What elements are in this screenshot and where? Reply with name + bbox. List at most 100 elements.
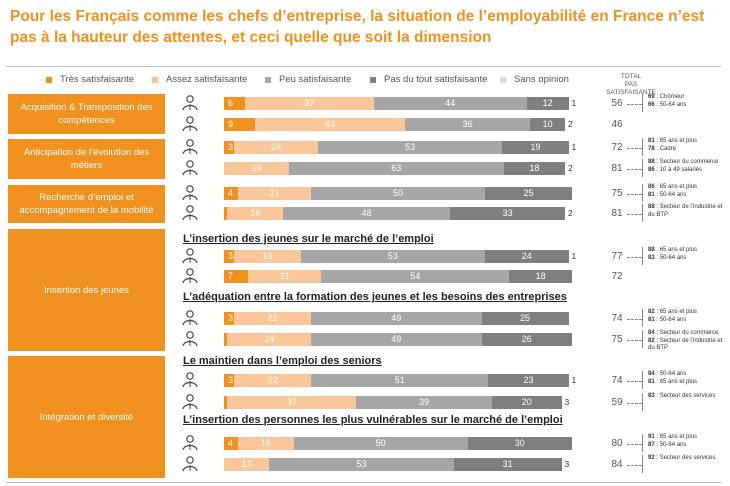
category-box: Intégration et diversité <box>8 356 165 478</box>
stacked-bar: 6 37 44 12 <box>224 97 572 110</box>
stacked-bar: 19 63 18 <box>224 162 572 175</box>
bar-value-label: 3 <box>228 251 234 261</box>
significance-note: 88 : Secteur de l’industrie et du BTP <box>648 204 723 218</box>
bar-value-label: 49 <box>391 313 402 323</box>
bar-value-label: 43 <box>325 119 336 129</box>
sans-opinion-label: 2 <box>568 208 573 218</box>
bar-segment: 4 <box>224 187 238 200</box>
note-connector <box>627 104 642 105</box>
page-title: Pour les Français comme les chefs d’entr… <box>10 8 705 46</box>
bar-value-label: 19 <box>530 142 541 152</box>
legend-label: Sans opinion <box>514 74 569 85</box>
significance-note: 84 : 50-64 ans 81 : 65 ans et plus <box>648 371 698 385</box>
total-value: 84 <box>611 459 623 470</box>
significance-note: 88 : Secteur du commerce 86 : 10 à 49 sal… <box>648 159 719 173</box>
total-value: 74 <box>611 375 623 386</box>
bar-segment: 53 <box>300 250 485 263</box>
bar-segment: 20 <box>491 396 562 409</box>
bar-segment: 54 <box>321 270 510 283</box>
legend-label: Assez satisfaisante <box>166 74 248 85</box>
subtitle: L’adéquation entre la formation des jeun… <box>183 291 567 303</box>
note-bracket <box>642 393 643 411</box>
stacked-bar: 4 16 50 30 <box>224 437 572 450</box>
stacked-bar: 13 53 31 <box>224 458 572 471</box>
note-bracket <box>642 455 643 473</box>
bar-value-label: 4 <box>228 438 234 448</box>
note-bracket <box>642 371 643 389</box>
bar-segment: 3 <box>224 312 235 325</box>
total-header-line: PAS SATISFAISANTE <box>606 81 656 96</box>
category-box: Anticipation de l’évolution des métiers <box>8 139 165 179</box>
bar-segment: 3 <box>224 374 235 387</box>
bar-segment: 16 <box>227 207 284 220</box>
bar-segment: 19 <box>224 162 289 175</box>
bar-segment: 37 <box>244 97 374 110</box>
person-icon <box>182 205 198 221</box>
note-bracket <box>642 330 643 348</box>
bar-segment: 23 <box>488 374 569 387</box>
bottom-divider <box>6 482 721 483</box>
bar-segment: 19 <box>234 250 301 263</box>
person-icon <box>182 116 198 132</box>
bar-segment: 21 <box>248 270 322 283</box>
significance-note: 88 : 65 ans et plus 83 : 50-64 ans <box>648 247 698 261</box>
bar-value-label: 39 <box>419 397 430 407</box>
sans-opinion-label: 1 <box>571 142 577 152</box>
subtitle: Le maintien dans l’emploi des seniors <box>183 355 382 367</box>
bar-value-label: 22 <box>267 313 278 323</box>
person-icon <box>182 372 198 388</box>
significance-note: 83 : Secteur des services <box>648 393 716 399</box>
bar-value-label: 12 <box>542 98 553 108</box>
total-value: 46 <box>611 119 623 130</box>
legend-label: Très satisfaisante <box>60 74 135 85</box>
category-label: Acquisition & Transposition des compéten… <box>20 102 153 126</box>
bar-segment: 43 <box>255 118 405 131</box>
bar-segment: 30 <box>467 437 572 450</box>
subtitle: L’insertion des personnes les plus vulné… <box>183 414 563 426</box>
total-value: 77 <box>611 251 623 262</box>
significance-note: 91 : 65 ans et plus 87 : 50-64 ans <box>648 434 698 448</box>
bar-segment: 3 <box>224 250 235 263</box>
total-header-line: TOTAL <box>620 73 642 80</box>
bar-value-label: 16 <box>250 208 261 218</box>
note-connector <box>627 319 642 320</box>
note-bracket <box>642 184 643 202</box>
bar-segment: 53 <box>269 458 454 471</box>
bar-value-label: 30 <box>514 438 525 448</box>
bar-segment: 63 <box>288 162 504 175</box>
bar-value-label: 25 <box>520 313 531 323</box>
note-bracket <box>642 159 643 177</box>
bar-value-label: 24 <box>271 142 282 152</box>
person-icon <box>182 331 198 347</box>
bar-segment: 50 <box>311 187 485 200</box>
bar-value-label: 53 <box>356 459 367 469</box>
person-icon <box>182 456 198 472</box>
category-label: Recherche d’emploi et accompagnement de … <box>19 192 154 216</box>
bar-value-label: 33 <box>502 208 513 218</box>
bar-segment: 22 <box>234 374 311 387</box>
note-connector <box>627 444 642 445</box>
bar-value-label: 20 <box>521 397 532 407</box>
bar-segment: 9 <box>224 118 256 131</box>
legend-item: Assez satisfaisante <box>152 74 247 85</box>
person-icon <box>182 310 198 326</box>
sans-opinion-label: 1 <box>571 98 577 108</box>
bar-value-label: 18 <box>535 271 546 281</box>
sans-opinion-label: 2 <box>568 119 573 129</box>
bar-value-label: 37 <box>304 98 315 108</box>
bar-value-label: 50 <box>375 438 386 448</box>
bar-value-label: 24 <box>264 334 275 344</box>
bar-value-label: 22 <box>267 375 278 385</box>
legend-item: Peu satisfaisante <box>265 74 351 85</box>
bar-value-label: 16 <box>260 438 271 448</box>
significance-note: 69 : Chômeur 66 : 50-64 ans <box>648 94 687 108</box>
bar-segment <box>224 396 228 409</box>
bar-value-label: 54 <box>410 271 421 281</box>
note-bracket <box>642 434 643 452</box>
bar-segment: 48 <box>283 207 451 220</box>
note-connector <box>627 381 642 382</box>
stacked-bar: 3 22 49 25 <box>224 312 572 325</box>
legend-item: Sans opinion <box>500 74 569 85</box>
bar-segment: 49 <box>311 312 482 325</box>
bar-segment: 51 <box>311 374 489 387</box>
